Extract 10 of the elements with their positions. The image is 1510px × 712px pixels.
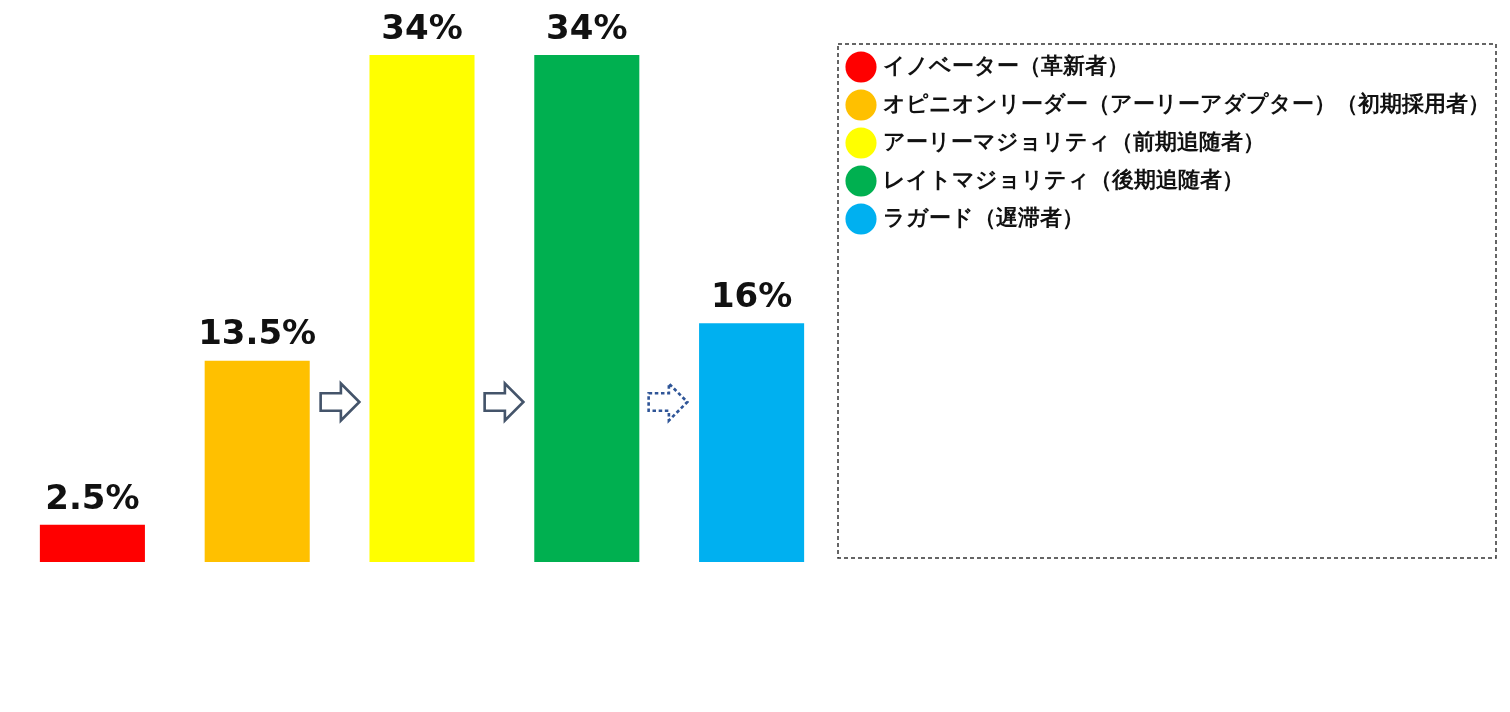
- legend-label: オピニオンリーダー（アーリーアダプター）（初期採用者）: [883, 90, 1490, 116]
- legend-label: イノベーター（革新者）: [883, 52, 1129, 78]
- legend-label: アーリーマジョリティ（前期追随者）: [883, 128, 1265, 154]
- legend-label: ラガード（遅滞者）: [883, 204, 1084, 230]
- data-label: 2.5%: [45, 476, 140, 517]
- data-label: 34%: [546, 6, 628, 47]
- data-label: 13.5%: [198, 312, 317, 353]
- legend-label: レイトマジョリティ（後期追随者）: [883, 166, 1244, 192]
- data-label: 16%: [710, 275, 793, 316]
- data-label: 34%: [381, 6, 463, 47]
